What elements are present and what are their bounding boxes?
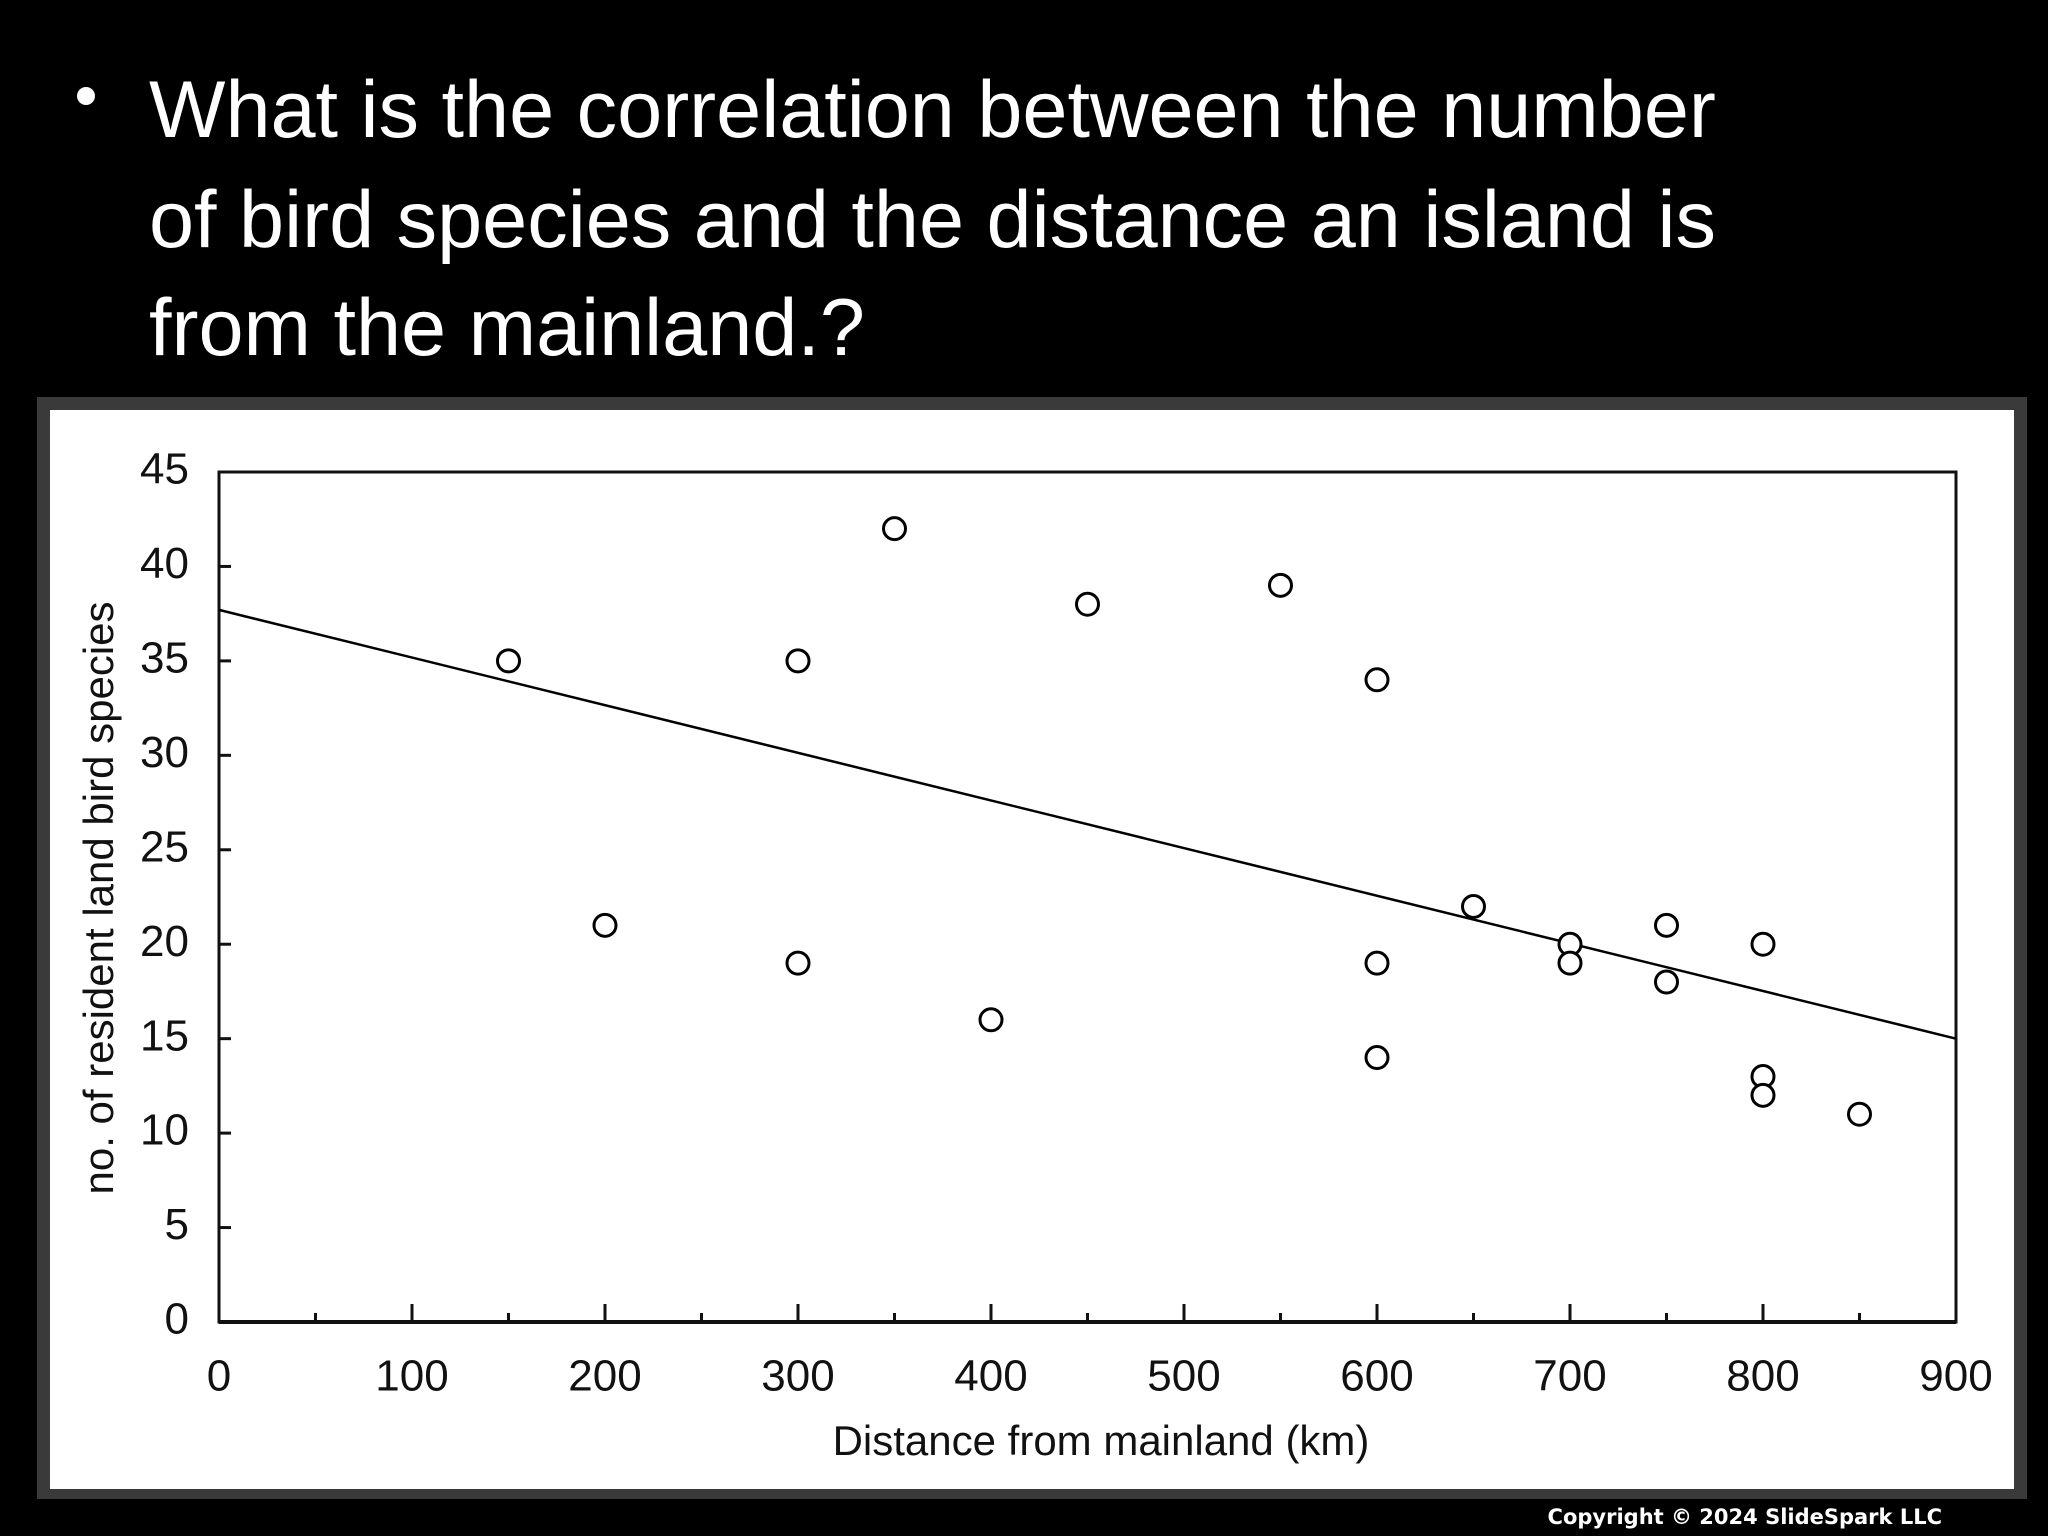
y-tick-label: 30 <box>140 728 189 777</box>
bullet-line: What is the correlation between the numb… <box>149 65 1716 155</box>
y-tick-label: 10 <box>140 1106 189 1155</box>
y-tick-label: 25 <box>140 822 189 871</box>
data-point <box>1654 969 1679 995</box>
data-point <box>1461 893 1486 919</box>
y-tick-label: 5 <box>165 1200 189 1249</box>
data-point <box>1268 572 1293 598</box>
data-point <box>496 648 521 674</box>
x-tick-label: 900 <box>1919 1352 1992 1401</box>
data-point <box>1654 912 1679 938</box>
data-point <box>1750 931 1776 957</box>
x-tick-label: 400 <box>954 1352 1027 1401</box>
y-tick-label: 0 <box>165 1295 189 1344</box>
x-tick-label: 300 <box>761 1352 834 1401</box>
trend-line <box>218 608 1957 1040</box>
bullet-dot <box>77 87 95 105</box>
y-tick-label: 35 <box>140 634 189 683</box>
y-axis-title: no. of resident land bird species <box>75 601 122 1194</box>
data-point <box>882 516 907 542</box>
x-tick-label: 200 <box>568 1352 641 1401</box>
data-point <box>592 912 618 938</box>
data-point <box>978 1007 1004 1033</box>
data-point <box>785 950 811 976</box>
data-point <box>1364 667 1390 693</box>
x-tick-label: 600 <box>1340 1352 1413 1401</box>
x-tick-label: 800 <box>1726 1352 1799 1401</box>
x-tick-label: 100 <box>375 1352 448 1401</box>
data-point <box>1075 591 1100 617</box>
data-point <box>785 648 811 674</box>
data-point <box>1847 1101 1872 1127</box>
y-tick-label: 40 <box>140 539 189 588</box>
data-point <box>1364 950 1390 976</box>
bullet-line: from the mainland.? <box>149 283 865 373</box>
copyright: Copyright © 2024 SlideSpark LLC <box>1548 1505 1942 1529</box>
data-point <box>1750 1082 1776 1108</box>
data-point <box>1364 1045 1390 1071</box>
plot: 0 5 10 15 20 25 30 35 40 45 0 100 200 300 400 500 600 700… <box>140 445 1993 1401</box>
y-tick-label: 45 <box>140 445 189 494</box>
bullet-line: of bird species and the distance an isla… <box>149 175 1716 265</box>
x-axis-title: Distance from mainland (km) <box>833 1417 1370 1464</box>
data-point <box>1557 950 1583 976</box>
chart-panel <box>50 410 2014 1489</box>
x-tick-label: 700 <box>1533 1352 1606 1401</box>
y-tick-label: 20 <box>140 917 189 966</box>
x-tick-label: 500 <box>1147 1352 1220 1401</box>
y-tick-label: 15 <box>140 1011 189 1060</box>
x-tick-label: 0 <box>207 1352 231 1401</box>
